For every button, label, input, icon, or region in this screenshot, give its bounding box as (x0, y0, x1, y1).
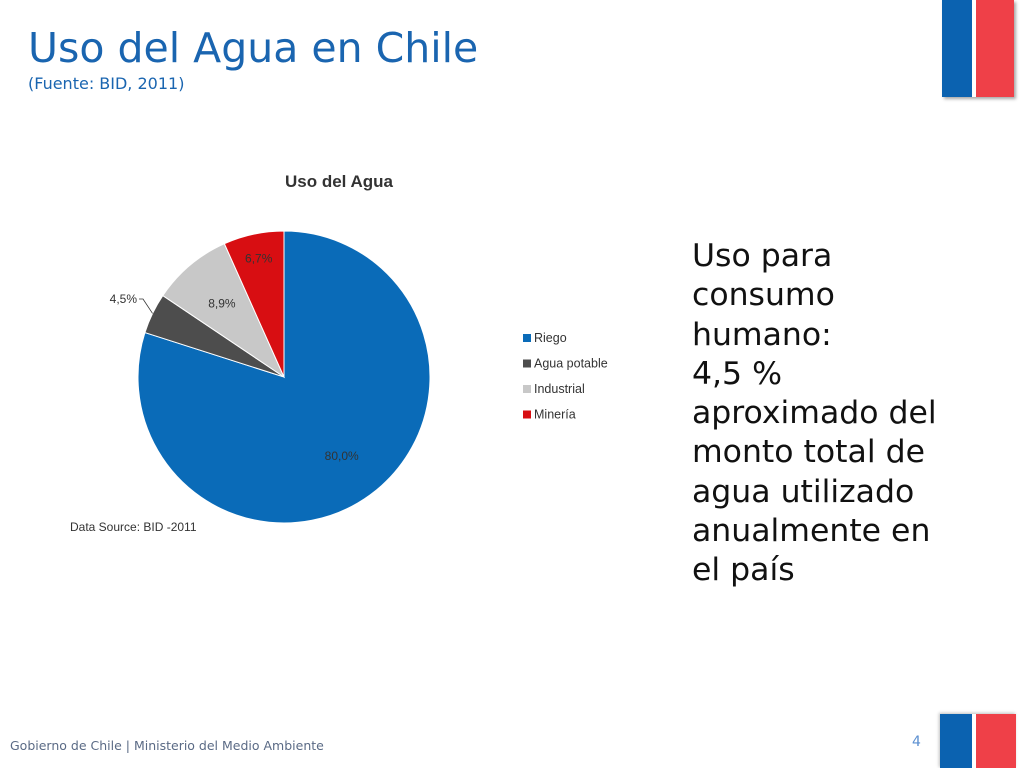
side-text-line: humano: (692, 316, 832, 353)
data-label-mineria: 6,7% (245, 251, 273, 265)
side-text-line: anualmente en (692, 513, 931, 550)
side-text-line: consumo (692, 277, 835, 314)
pie-chart: Uso del Agua 80,0% 4,5% 8,9% 6,7% Riego Agua… (70, 172, 608, 534)
legend-label-riego: Riego (534, 331, 567, 345)
side-text-line: agua utilizado (692, 473, 915, 510)
side-text-line: el país (692, 552, 795, 589)
legend-label-mineria: Minería (534, 408, 576, 422)
chart-title: Uso del Agua (285, 172, 394, 191)
side-text-line: 4,5 % (692, 355, 783, 392)
slide-subtitle: (Fuente: BID, 2011) (28, 74, 185, 93)
chart-source-note: Data Source: BID -2011 (70, 520, 197, 534)
legend-swatch-agua-potable (523, 359, 531, 368)
pie-slice-industrial (162, 243, 286, 379)
leader-line-agua-potable (139, 298, 153, 314)
side-text-line: aproximado del (692, 395, 937, 432)
data-label-riego: 80,0% (325, 449, 359, 463)
data-label-agua-potable: 4,5% (110, 292, 138, 306)
page-number: 4 (912, 734, 921, 750)
side-text-line: Uso para (692, 238, 833, 274)
footer-text: Gobierno de Chile | Ministerio del Medio… (10, 738, 324, 753)
side-text-block: Uso para consumo humano: 4,5 % aproximad… (692, 237, 992, 591)
data-label-industrial: 8,9% (208, 296, 236, 310)
legend-label-industrial: Industrial (534, 382, 585, 396)
chile-flag-decoration-top (942, 0, 1014, 97)
slide-title: Uso del Agua en Chile (28, 24, 479, 72)
side-text-line: monto total de (692, 434, 925, 471)
pie-slice-mineria (223, 230, 285, 378)
chile-flag-decoration-bottom (940, 714, 1016, 768)
legend-label-agua-potable: Agua potable (534, 357, 608, 371)
legend-swatch-industrial (523, 385, 531, 393)
legend-swatch-mineria (523, 410, 531, 419)
legend-swatch-riego (523, 334, 531, 342)
